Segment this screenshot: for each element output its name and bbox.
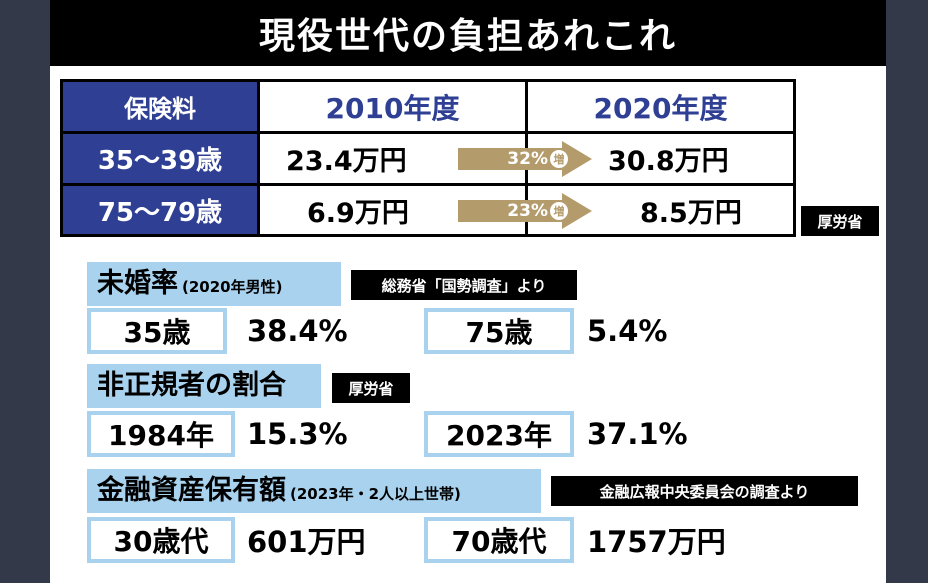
increase-arrow: 23% 増 xyxy=(458,193,592,229)
stat-value: 38.4% xyxy=(247,314,348,348)
stat-value: 5.4% xyxy=(587,314,668,348)
label-box: 1984年 xyxy=(87,411,235,457)
increase-arrow: 32% 増 xyxy=(458,141,592,177)
label-box: 75歳 xyxy=(424,308,574,354)
source-tag: 厚労省 xyxy=(801,206,879,236)
increase-percent: 23% xyxy=(507,201,548,221)
table-divider xyxy=(60,183,796,186)
value-to: 8.5万円 xyxy=(640,197,742,229)
year-header-from: 2010年度 xyxy=(325,91,460,125)
section-title-nonregular: 非正規者の割合 xyxy=(87,364,321,408)
section-title-unmarried: 未婚率 (2020年男性) xyxy=(87,262,341,306)
label-box: 2023年 xyxy=(424,411,574,457)
source-tag: 厚労省 xyxy=(332,373,410,403)
table-divider xyxy=(257,79,260,237)
increase-mark: 増 xyxy=(550,202,568,220)
increase-mark: 増 xyxy=(550,150,568,168)
row-age-label: 35～39歳 xyxy=(63,134,257,183)
stat-value: 1757万円 xyxy=(587,525,726,559)
label-box: 70歳代 xyxy=(424,517,574,563)
label-box: 35歳 xyxy=(87,308,227,354)
value-to: 30.8万円 xyxy=(608,146,729,177)
value-from: 6.9万円 xyxy=(307,197,409,229)
row-age-label: 75～79歳 xyxy=(63,186,257,234)
insurance-header-label: 保険料 xyxy=(63,82,257,131)
table-divider xyxy=(60,131,796,134)
section-title-assets: 金融資産保有額 (2023年・2人以上世帯) xyxy=(87,469,541,513)
section-title-text: 非正規者の割合 xyxy=(97,370,286,401)
page-title: 現役世代の負担あれこれ xyxy=(50,0,886,66)
source-tag: 総務省「国勢調査」より xyxy=(351,270,577,300)
increase-percent: 32% xyxy=(507,149,548,169)
label-box: 30歳代 xyxy=(87,517,235,563)
section-title-text: 未婚率 xyxy=(97,268,178,299)
section-title-text: 金融資産保有額 xyxy=(97,475,286,506)
value-from: 23.4万円 xyxy=(286,146,407,177)
stat-value: 37.1% xyxy=(587,417,688,451)
stat-value: 15.3% xyxy=(247,417,348,451)
stat-value: 601万円 xyxy=(247,525,366,559)
year-header-to: 2020年度 xyxy=(593,91,728,125)
source-tag: 金融広報中央委員会の調査より xyxy=(551,476,858,506)
section-subtitle: (2020年男性) xyxy=(182,278,283,296)
section-subtitle: (2023年・2人以上世帯) xyxy=(290,485,461,503)
